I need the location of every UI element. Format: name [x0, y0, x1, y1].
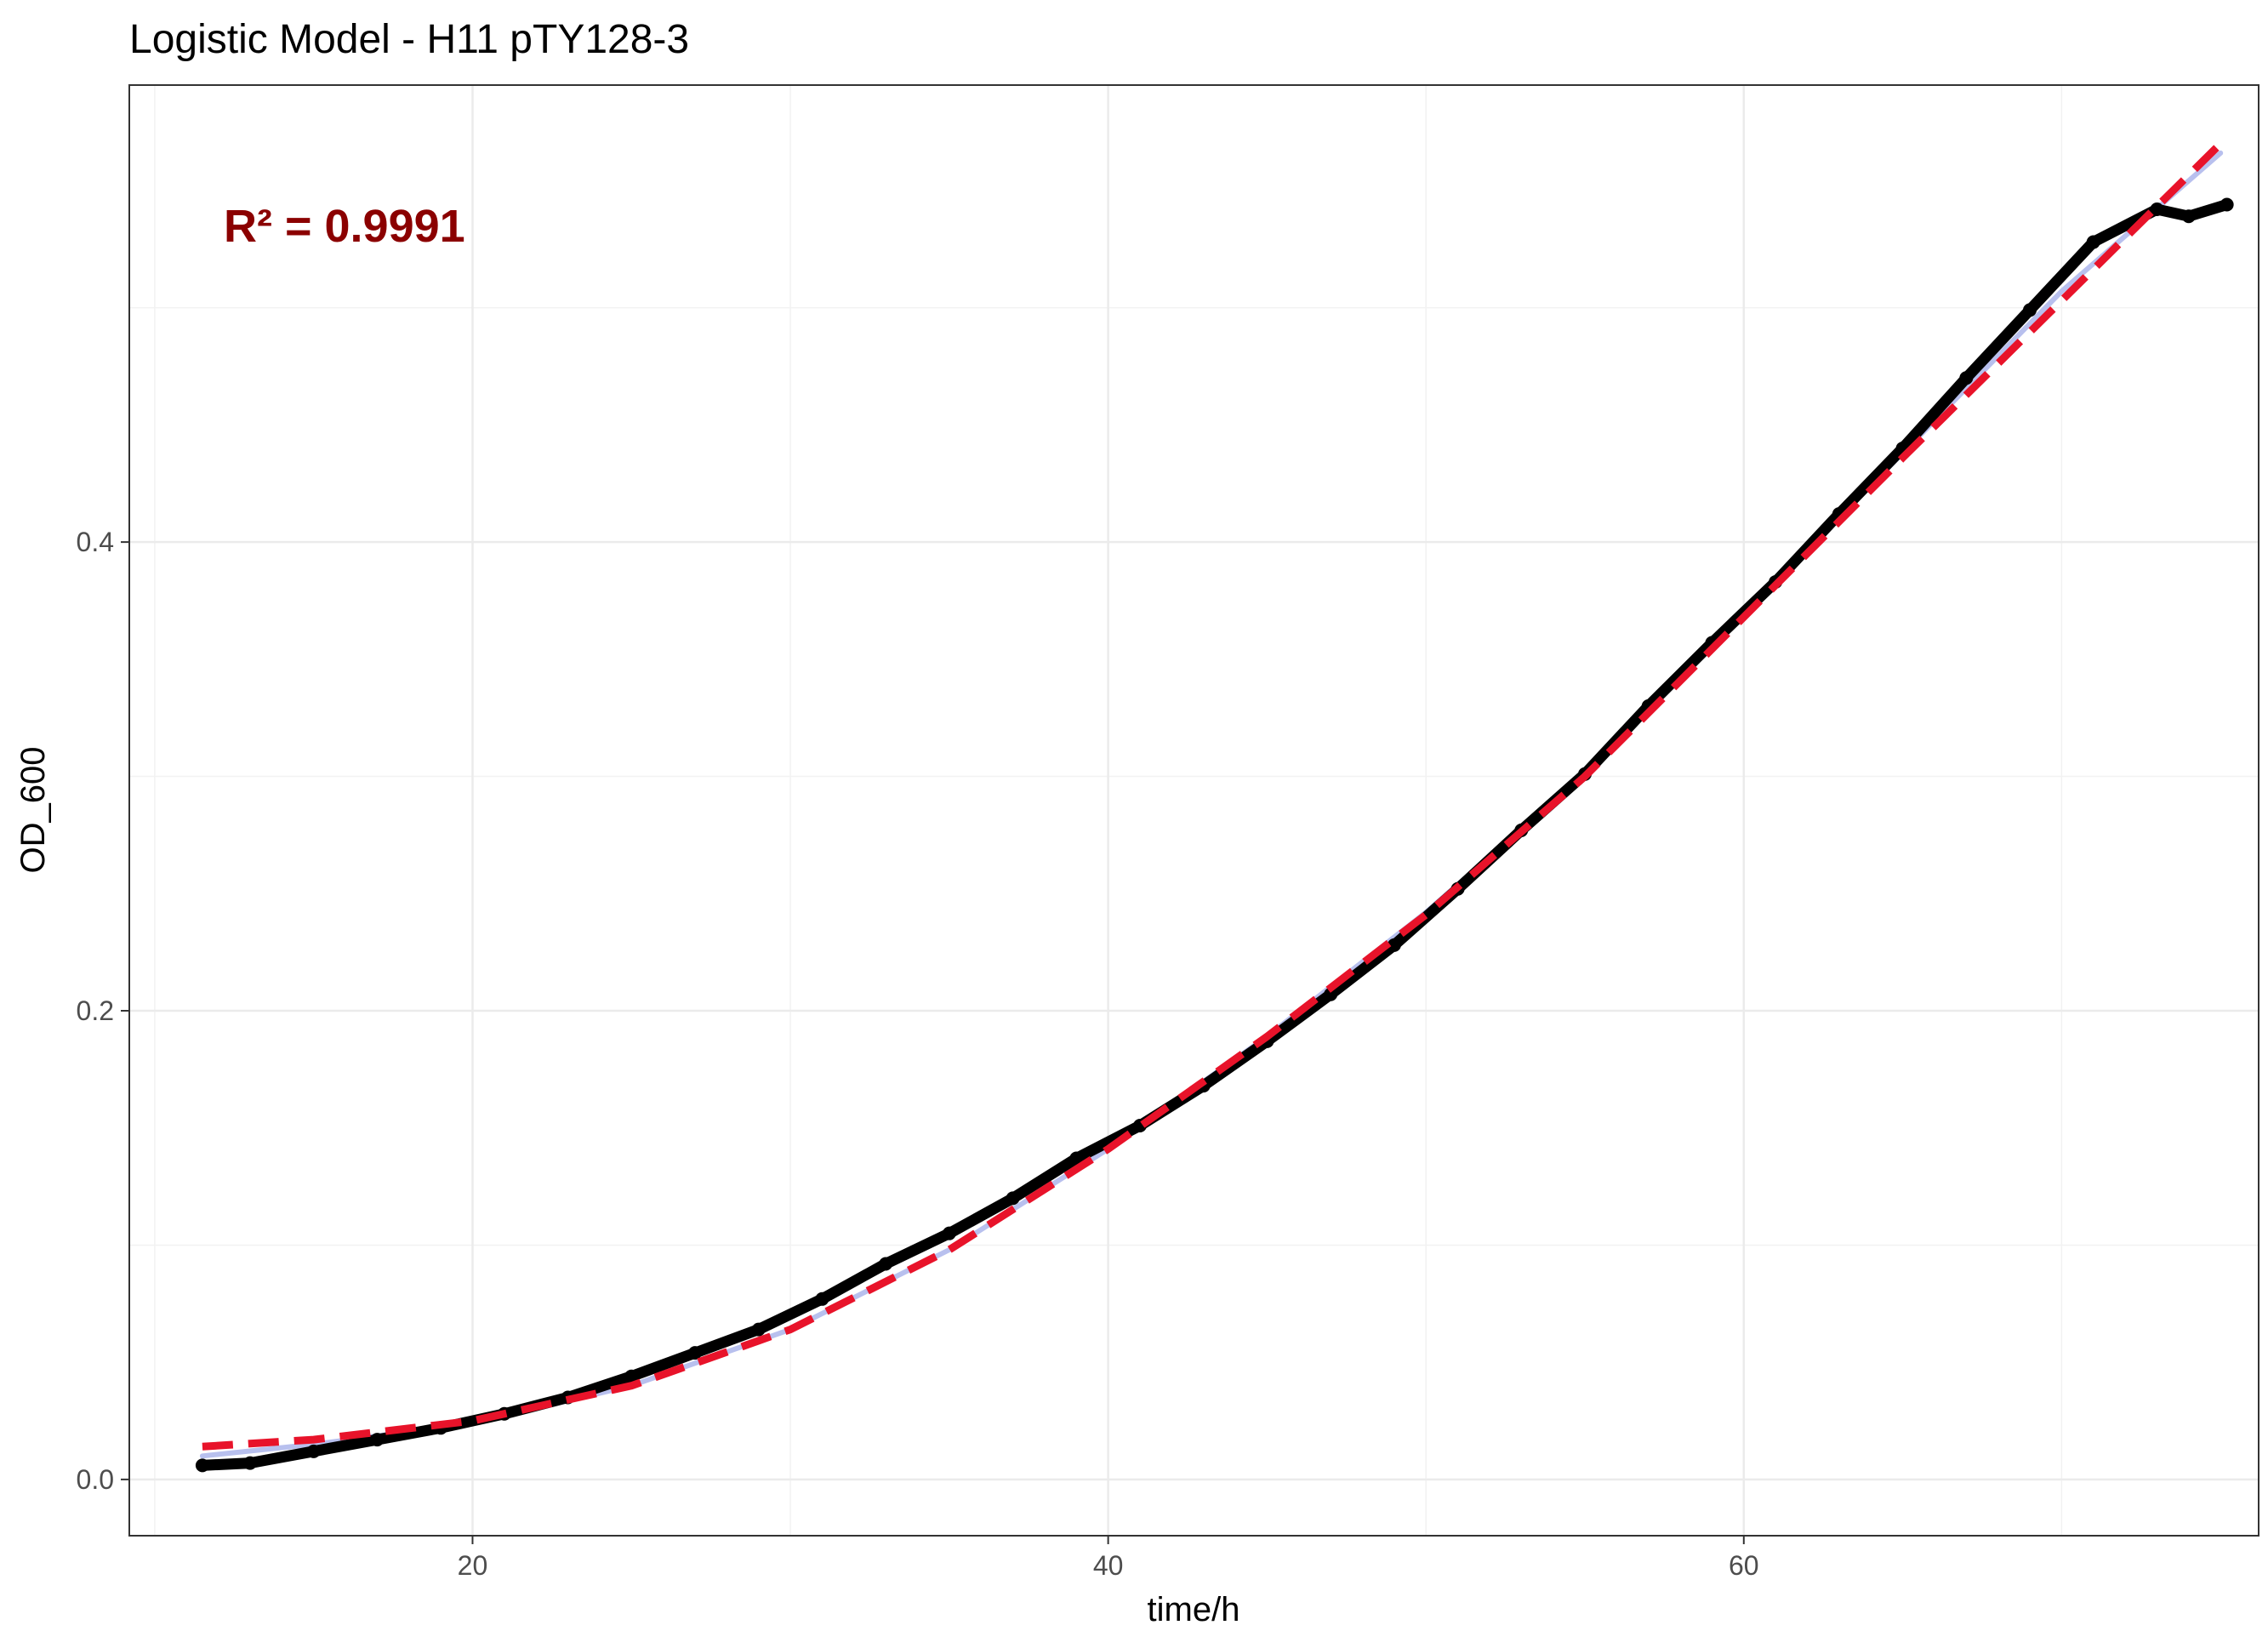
plot-background [129, 85, 2259, 1536]
observed-point [687, 1346, 702, 1360]
grid-minor [129, 85, 2259, 1536]
observed-point [2023, 303, 2037, 317]
observed-point [242, 1456, 257, 1470]
observed-point [2181, 209, 2196, 224]
r-squared-annotation: R² = 0.9991 [224, 201, 465, 252]
x-axis-title: time/h [1148, 1591, 1240, 1628]
observed-point [370, 1433, 385, 1447]
observed-point [1006, 1191, 1020, 1206]
x-axis: 20 40 60 [458, 1536, 1759, 1581]
logistic-fit-line [202, 140, 2224, 1451]
observed-point [1069, 1151, 1084, 1166]
y-axis-title: OD_600 [14, 747, 52, 874]
observed-point [751, 1322, 766, 1337]
x-tick-label: 20 [458, 1550, 488, 1581]
observed-point [2086, 235, 2100, 249]
series-logistic-fit [202, 140, 2224, 1451]
x-tick-label: 40 [1093, 1550, 1124, 1581]
observed-point [1324, 987, 1338, 1001]
chart-title: Logistic Model - H11 pTY128-3 [129, 17, 689, 62]
x-tick-label: 60 [1729, 1550, 1759, 1581]
y-tick-label: 0.0 [77, 1464, 114, 1495]
grid-major [129, 85, 2259, 1536]
observed-point [815, 1292, 829, 1306]
observed-point [2150, 202, 2164, 216]
observed-point [942, 1226, 956, 1240]
observed-point [1959, 371, 1974, 385]
observed-point [306, 1444, 321, 1458]
observed-point [879, 1257, 893, 1271]
observed-point [1387, 938, 1401, 952]
y-tick-label: 0.2 [77, 995, 114, 1026]
observed-point [624, 1369, 639, 1383]
observed-point [195, 1458, 209, 1473]
y-axis: 0.0 0.2 0.4 [77, 527, 129, 1495]
y-tick-label: 0.4 [77, 527, 114, 557]
observed-point [2220, 197, 2234, 212]
plot-border [128, 84, 2259, 1537]
